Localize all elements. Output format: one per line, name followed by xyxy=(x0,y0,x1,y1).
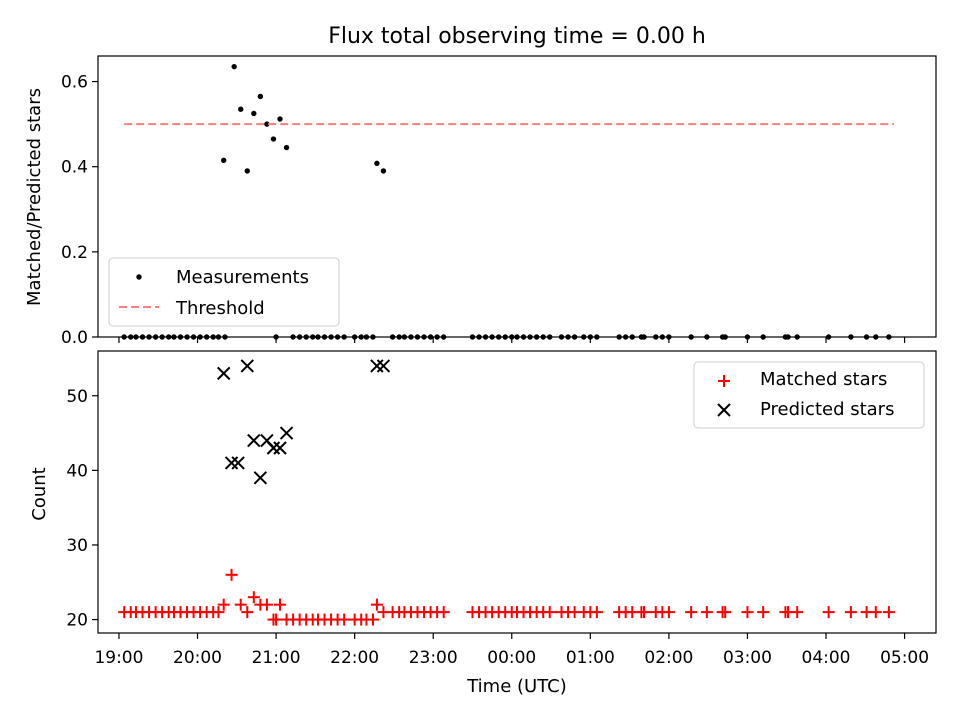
ratio-x-ticks xyxy=(118,337,906,343)
predicted-stars-point xyxy=(253,471,268,485)
matched-stars-point xyxy=(225,568,238,581)
matched-stars-point xyxy=(662,606,675,619)
legend-predicted-label: Predicted stars xyxy=(760,399,894,420)
count-legend-box xyxy=(693,361,925,429)
y-tick-label: 20 xyxy=(66,611,88,631)
ratio-panel: 0.0 0.2 0.4 0.6 Matched/Predicted stars Mea… xyxy=(24,55,937,348)
matched-stars-point xyxy=(869,606,882,619)
x-tick-label: 00:00 xyxy=(487,648,536,668)
chart-title: Flux total observing time = 0.00 h xyxy=(328,24,706,49)
legend-predicted-marker xyxy=(717,403,731,417)
legend-threshold-label: Threshold xyxy=(175,298,265,319)
matched-stars-point xyxy=(822,606,835,619)
measurement-point xyxy=(374,160,380,166)
measurement-point xyxy=(231,63,237,70)
predicted-stars-point xyxy=(231,456,245,470)
predicted-stars-point xyxy=(370,359,384,373)
matched-stars-point xyxy=(757,606,770,619)
measurement-point xyxy=(264,121,270,127)
ratio-legend: Measurements Threshold xyxy=(108,257,340,327)
count-y-axis-label: Count xyxy=(29,467,50,520)
measurement-point xyxy=(277,116,283,122)
x-tick-label: 20:00 xyxy=(173,648,222,668)
legend-matched-label: Matched stars xyxy=(760,369,887,390)
ratio-y-axis-label: Matched/Predicted stars xyxy=(24,88,45,306)
matched-stars-point xyxy=(241,606,254,619)
predicted-stars-point xyxy=(240,359,254,373)
ratio-y-ticks: 0.0 0.2 0.4 0.6 xyxy=(61,73,98,348)
x-tick-label: 02:00 xyxy=(644,648,693,668)
predicted-stars-point xyxy=(376,359,391,373)
matched-stars-point xyxy=(366,613,379,626)
measurement-point xyxy=(221,157,227,164)
x-tick-label: 04:00 xyxy=(802,648,851,668)
matched-stars-point xyxy=(274,598,287,611)
y-tick-label: 30 xyxy=(66,536,88,556)
legend-measurements-marker xyxy=(136,274,142,280)
count-x-ticks: 19:00 20:00 21:00 22:00 23:00 00:00 01:00 02:00… xyxy=(94,633,929,668)
matched-stars-point xyxy=(217,598,230,611)
matched-stars-point xyxy=(882,606,895,619)
measurement-point xyxy=(238,106,244,112)
measurement-point xyxy=(283,144,290,151)
predicted-stars-point xyxy=(273,441,287,455)
x-tick-label: 05:00 xyxy=(880,648,929,668)
ratio-legend-box xyxy=(108,257,340,327)
matched-stars-point xyxy=(791,606,804,619)
matched-stars-point xyxy=(234,598,247,611)
x-tick-label: 19:00 xyxy=(94,648,143,668)
x-tick-label: 22:00 xyxy=(330,648,379,668)
legend-measurements-label: Measurements xyxy=(176,267,309,288)
y-tick-label: 0.0 xyxy=(61,328,88,348)
x-tick-label: 03:00 xyxy=(723,648,772,668)
matched-stars-point xyxy=(338,613,351,626)
measurement-point xyxy=(380,168,387,174)
y-tick-label: 40 xyxy=(66,461,88,481)
x-tick-label: 23:00 xyxy=(409,648,458,668)
predicted-stars-point xyxy=(247,433,261,448)
measurement-point xyxy=(257,93,264,100)
matched-stars-point xyxy=(700,606,713,619)
ratio-axes-frame xyxy=(97,55,937,338)
predicted-stars-point xyxy=(279,426,294,440)
x-tick-label: 21:00 xyxy=(252,648,301,668)
count-legend: Matched stars Predicted stars xyxy=(693,361,925,429)
count-marks xyxy=(118,359,895,626)
count-axes-frame xyxy=(97,350,937,634)
measurement-point xyxy=(251,110,257,117)
matched-stars-point xyxy=(638,606,651,619)
matched-stars-point xyxy=(685,606,698,619)
y-tick-label: 0.6 xyxy=(61,73,88,93)
matched-stars-point xyxy=(370,598,383,611)
count-panel: 20 30 40 50 19:00 20:00 21:00 22:00 23:00 00:00 0… xyxy=(29,350,937,697)
predicted-stars-point xyxy=(266,441,281,455)
matched-stars-point xyxy=(212,606,225,619)
predicted-stars-point xyxy=(216,366,231,381)
matched-stars-point xyxy=(844,606,857,619)
y-tick-label: 0.4 xyxy=(61,158,88,178)
matched-stars-point xyxy=(719,606,732,619)
x-axis-label: Time (UTC) xyxy=(466,676,567,697)
matched-stars-point xyxy=(437,606,450,619)
y-tick-label: 50 xyxy=(66,387,88,407)
matched-stars-point xyxy=(270,613,283,626)
matched-stars-point xyxy=(543,606,556,619)
x-tick-label: 01:00 xyxy=(566,648,615,668)
measurement-point xyxy=(244,168,250,174)
matched-stars-point xyxy=(741,606,754,619)
matched-stars-point xyxy=(247,591,260,604)
predicted-stars-point xyxy=(224,456,239,470)
count-y-ticks: 20 30 40 50 xyxy=(66,387,98,631)
legend-matched-marker xyxy=(718,375,730,387)
y-tick-label: 0.2 xyxy=(61,243,88,263)
matched-stars-point xyxy=(260,598,273,611)
measurement-point xyxy=(270,136,277,142)
matched-stars-point xyxy=(590,606,603,619)
